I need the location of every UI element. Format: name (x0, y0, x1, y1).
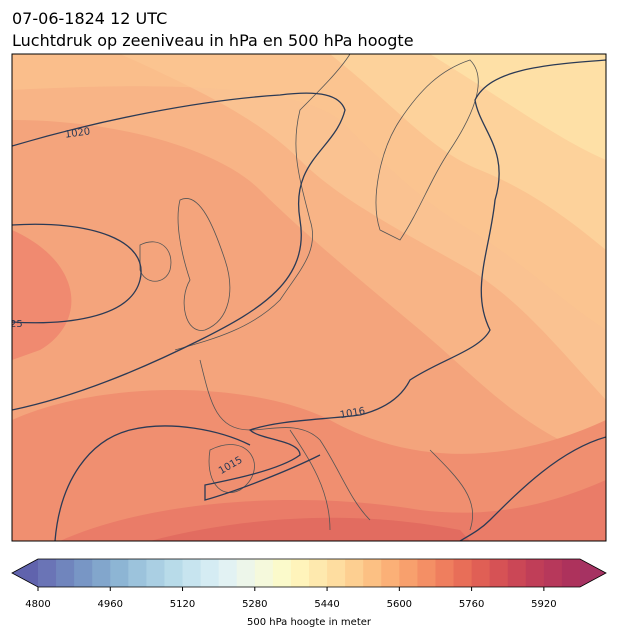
height-band (12, 390, 606, 541)
colorbar-tick-label: 5280 (242, 599, 267, 610)
isobars (12, 59, 606, 541)
colorbar-bin (489, 559, 509, 587)
colorbar-bin (218, 559, 238, 587)
title-date: 07-06-1824 12 UTC (12, 9, 167, 28)
colorbar-bin (399, 559, 418, 587)
colorbar-bin (309, 559, 328, 587)
isobar-label: 1020 (64, 126, 91, 140)
colorbar-bin (507, 559, 527, 587)
isobar-label: 1016 (339, 406, 366, 421)
colorbar-outline (11, 558, 607, 588)
isobar-label: 25 (10, 319, 23, 330)
height-band (12, 230, 72, 360)
colorbar-bin (92, 559, 111, 587)
colorbar-bin (525, 559, 545, 587)
title-description: Luchtdruk op zeeniveau in hPa en 500 hPa… (12, 31, 414, 50)
colorbar-bin (435, 559, 455, 587)
colorbar-tick-label: 5440 (314, 599, 339, 610)
colorbar-bin (56, 559, 75, 587)
colorbar-tick-label: 5920 (531, 599, 556, 610)
colorbar-bin (200, 559, 220, 587)
colorbar-bin (236, 559, 256, 587)
height-band (150, 517, 470, 541)
colorbar-bin (254, 559, 274, 587)
colorbar-bin (417, 559, 436, 587)
colorbar-tick-label: 4800 (25, 599, 50, 610)
colorbar-under-arrow (12, 559, 38, 587)
colorbar-bin (561, 559, 581, 587)
map-area: 1020 25 1016 1015 (10, 54, 606, 541)
colorbar-bin (345, 559, 364, 587)
colorbar-tick-label: 4960 (98, 599, 123, 610)
colorbar-bin (74, 559, 93, 587)
height-band (60, 480, 606, 541)
colorbar-bin (164, 559, 184, 587)
colorbar-bin (290, 559, 310, 587)
colorbar-tick-label: 5600 (387, 599, 412, 610)
colorbar-bin (128, 559, 147, 587)
colorbar: 4800 4960 5120 5280 5440 5600 5760 5920 (11, 558, 607, 610)
colorbar-bin (543, 559, 563, 587)
colorbar-bin (381, 559, 400, 587)
map-frame (11, 53, 607, 542)
colorbar-label: 500 hPa hoogte in meter (247, 617, 372, 628)
colorbar-tick-label: 5120 (170, 599, 195, 610)
colorbar-bin (272, 559, 292, 587)
colorbar-tick-label: 5760 (459, 599, 484, 610)
colorbar-bin (363, 559, 382, 587)
colorbar-over-arrow (580, 559, 606, 587)
colorbar-bin (471, 559, 491, 587)
colorbar-bin (110, 559, 129, 587)
colorbar-bin (146, 559, 165, 587)
height-band (430, 54, 606, 160)
colorbar-bin (453, 559, 473, 587)
colorbar-bin (327, 559, 346, 587)
colorbar-bin (182, 559, 202, 587)
colorbar-bin (38, 559, 57, 587)
